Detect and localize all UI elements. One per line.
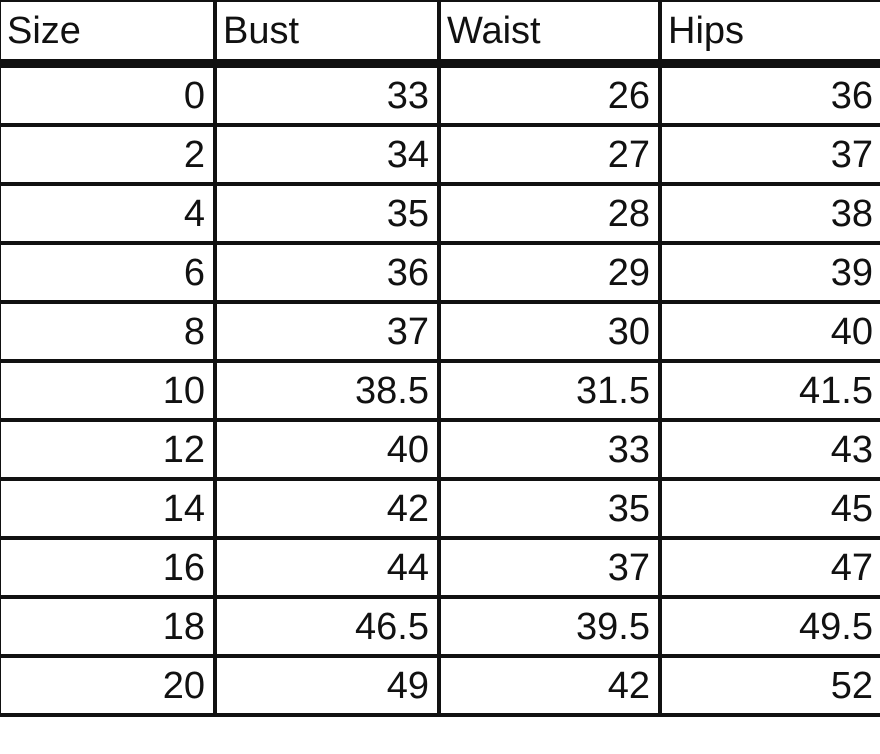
table-cell-size: 2 <box>0 123 217 186</box>
column-header-size: Size <box>0 0 217 68</box>
table-row: 4 35 28 38 <box>0 182 880 245</box>
table-cell-waist: 33 <box>437 418 662 481</box>
table-cell-hips: 43 <box>658 418 880 481</box>
table-cell-size: 20 <box>0 654 217 717</box>
table-cell-waist: 39.5 <box>437 595 662 658</box>
table-cell-size: 4 <box>0 182 217 245</box>
table-cell-waist: 28 <box>437 182 662 245</box>
table-cell-hips: 36 <box>658 61 880 127</box>
table-cell-bust: 35 <box>213 182 441 245</box>
table-cell-size: 8 <box>0 300 217 363</box>
header-row: Size Bust Waist Hips <box>0 0 880 68</box>
table-row: 10 38.5 31.5 41.5 <box>0 359 880 422</box>
table-cell-hips: 40 <box>658 300 880 363</box>
table-cell-bust: 44 <box>213 536 441 599</box>
table-row: 12 40 33 43 <box>0 418 880 481</box>
table-cell-hips: 49.5 <box>658 595 880 658</box>
table-cell-waist: 35 <box>437 477 662 540</box>
table-row: 8 37 30 40 <box>0 300 880 363</box>
size-chart-table: Size Bust Waist Hips 0 33 26 36 2 34 27 37 4 35 28 38 6… <box>0 0 880 717</box>
table-row: 16 44 37 47 <box>0 536 880 599</box>
table-cell-hips: 52 <box>658 654 880 717</box>
table-cell-size: 14 <box>0 477 217 540</box>
table-cell-waist: 37 <box>437 536 662 599</box>
table-cell-size: 0 <box>0 61 217 127</box>
table-cell-waist: 29 <box>437 241 662 304</box>
table-cell-hips: 47 <box>658 536 880 599</box>
table-cell-waist: 27 <box>437 123 662 186</box>
table-cell-size: 12 <box>0 418 217 481</box>
table-cell-bust: 37 <box>213 300 441 363</box>
table-cell-waist: 30 <box>437 300 662 363</box>
table-cell-waist: 26 <box>437 61 662 127</box>
table-cell-waist: 42 <box>437 654 662 717</box>
table-row: 20 49 42 52 <box>0 654 880 717</box>
table-cell-bust: 36 <box>213 241 441 304</box>
table-row: 6 36 29 39 <box>0 241 880 304</box>
table-cell-hips: 37 <box>658 123 880 186</box>
table-cell-bust: 34 <box>213 123 441 186</box>
column-header-bust: Bust <box>213 0 441 68</box>
table-cell-hips: 39 <box>658 241 880 304</box>
table-cell-size: 10 <box>0 359 217 422</box>
table-cell-waist: 31.5 <box>437 359 662 422</box>
table-cell-size: 6 <box>0 241 217 304</box>
table-cell-hips: 38 <box>658 182 880 245</box>
table-cell-bust: 49 <box>213 654 441 717</box>
table-row: 14 42 35 45 <box>0 477 880 540</box>
column-header-waist: Waist <box>437 0 662 68</box>
table-cell-size: 16 <box>0 536 217 599</box>
table-cell-bust: 46.5 <box>213 595 441 658</box>
table-row: 2 34 27 37 <box>0 123 880 186</box>
table-cell-bust: 38.5 <box>213 359 441 422</box>
table-cell-bust: 40 <box>213 418 441 481</box>
table-cell-bust: 33 <box>213 61 441 127</box>
table-row: 0 33 26 36 <box>0 61 880 127</box>
table-cell-bust: 42 <box>213 477 441 540</box>
table-cell-size: 18 <box>0 595 217 658</box>
column-header-hips: Hips <box>658 0 880 68</box>
table-cell-hips: 45 <box>658 477 880 540</box>
table-cell-hips: 41.5 <box>658 359 880 422</box>
table-row: 18 46.5 39.5 49.5 <box>0 595 880 658</box>
